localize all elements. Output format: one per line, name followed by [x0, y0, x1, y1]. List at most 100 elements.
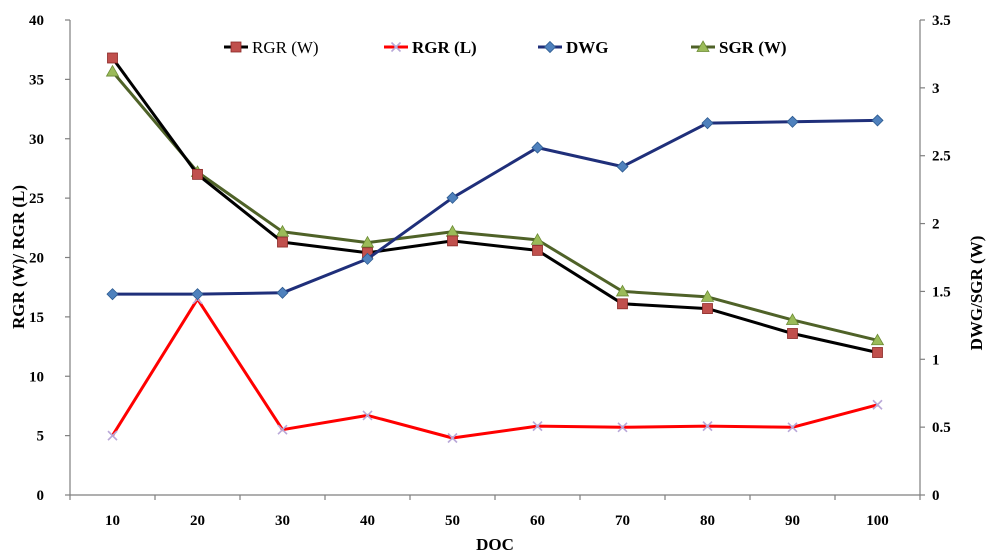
data-point-dwg — [871, 114, 884, 127]
series-sgr-w — [105, 64, 885, 346]
legend-label: DWG — [566, 38, 609, 57]
data-point-rgr-w — [277, 236, 288, 248]
marker-stroke — [277, 424, 288, 435]
legend-swatch-marker — [696, 40, 710, 52]
left-y-tick-label: 20 — [29, 251, 44, 267]
series-layer — [105, 52, 885, 444]
right-y-tick-label: 1.5 — [932, 284, 951, 300]
series-line-rgr-w — [111, 57, 878, 354]
data-point-rgr-w — [702, 303, 713, 314]
legend: RGR (W) RGR (L) DWG SGR (W) — [224, 38, 787, 57]
x-tick-label: 90 — [785, 513, 800, 529]
data-point-rgr-l — [447, 432, 458, 444]
marker-stroke — [362, 410, 373, 421]
data-point-dwg — [531, 141, 544, 154]
data-point-rgr-w — [532, 244, 543, 256]
left-y-tick-label: 40 — [29, 13, 44, 29]
data-point-sgr-w — [105, 64, 120, 77]
series-line-dwg — [112, 118, 878, 296]
legend-swatch-marker — [543, 40, 557, 54]
data-point-dwg — [701, 117, 714, 130]
data-point-dwg — [786, 115, 799, 128]
right-y-tick-label: 2 — [932, 217, 940, 233]
data-point-dwg — [446, 191, 459, 204]
marker-stroke — [872, 399, 883, 410]
left-y-axis-title: RGR (W)/ RGR (L) — [9, 185, 28, 329]
data-point-dwg — [106, 288, 119, 301]
left-y-tick-label: 35 — [29, 72, 44, 88]
data-point-rgr-l — [532, 421, 543, 432]
left-y-tick-label: 25 — [29, 191, 44, 207]
data-point-sgr-w — [530, 233, 545, 245]
data-point-rgr-l — [872, 399, 883, 410]
left-y-ticks: 0 5 10 15 20 25 30 35 40 — [29, 13, 70, 504]
x-tick-label: 30 — [275, 513, 290, 529]
left-y-tick-label: 5 — [37, 429, 45, 445]
series-rgr-w — [107, 52, 883, 358]
x-tick-label: 100 — [866, 513, 889, 529]
marker-stroke — [532, 421, 543, 432]
legend-label: RGR (L) — [412, 38, 477, 57]
x-tick-label: 70 — [615, 513, 630, 529]
right-y-tick-label: 2.5 — [932, 149, 951, 165]
right-y-axis-title: DWG/SGR (W) — [967, 236, 986, 351]
data-point-rgr-w — [617, 298, 628, 310]
data-point-dwg — [361, 252, 374, 265]
left-y-tick-label: 15 — [29, 310, 44, 326]
data-point-rgr-w — [447, 235, 458, 247]
legend-item-rgr-l: RGR (L) — [384, 38, 477, 57]
data-point-rgr-w — [787, 328, 798, 339]
axes — [69, 20, 921, 496]
marker-stroke — [390, 41, 402, 53]
data-point-rgr-w — [107, 52, 118, 64]
x-tick-label: 40 — [360, 513, 375, 529]
data-point-sgr-w — [615, 284, 630, 297]
data-point-rgr-l — [702, 421, 713, 432]
data-point-rgr-l — [617, 422, 628, 433]
data-point-sgr-w — [275, 224, 290, 237]
marker-stroke — [617, 422, 628, 433]
left-y-tick-label: 0 — [37, 488, 45, 504]
legend-swatch-marker — [230, 41, 242, 53]
legend-label: SGR (W) — [719, 38, 787, 57]
right-y-tick-label: 3.5 — [932, 13, 951, 29]
right-y-tick-label: 3 — [932, 81, 940, 97]
x-tick-label: 60 — [530, 513, 545, 529]
marker-stroke — [107, 430, 118, 441]
x-tick-label: 20 — [190, 513, 205, 529]
data-point-rgr-l — [277, 424, 288, 435]
marker-stroke — [787, 422, 798, 433]
x-axis-title: DOC — [476, 535, 514, 554]
data-point-dwg — [276, 286, 289, 299]
left-y-tick-label: 30 — [29, 132, 44, 148]
data-point-dwg — [616, 160, 629, 173]
legend-item-sgr-w: SGR (W) — [691, 38, 787, 57]
right-y-tick-label: 0 — [932, 488, 940, 504]
data-point-sgr-w — [700, 290, 715, 302]
data-point-sgr-w — [785, 313, 800, 325]
marker-stroke — [702, 421, 713, 432]
right-y-tick-label: 0.5 — [932, 420, 951, 436]
data-point-sgr-w — [870, 333, 885, 346]
marker-stroke — [447, 432, 458, 444]
data-point-sgr-w — [360, 235, 375, 248]
series-dwg — [106, 114, 884, 301]
legend-item-rgr-w: RGR (W) — [224, 38, 319, 57]
right-y-tick-label: 1 — [932, 352, 940, 368]
x-tick-label: 80 — [700, 513, 715, 529]
left-y-tick-label: 10 — [29, 369, 44, 385]
data-point-rgr-l — [362, 410, 373, 421]
legend-label: RGR (W) — [252, 38, 319, 57]
legend-item-dwg: DWG — [538, 38, 609, 57]
series-line-sgr-w — [111, 70, 878, 342]
data-point-rgr-w — [872, 347, 883, 358]
x-ticks: 10 20 30 40 50 60 70 80 90 100 — [69, 495, 921, 529]
x-tick-label: 50 — [445, 513, 460, 529]
data-point-rgr-l — [107, 430, 118, 441]
right-y-ticks: 0 0.5 1 1.5 2 2.5 3 3.5 — [920, 13, 951, 504]
data-point-dwg — [191, 288, 204, 301]
data-point-rgr-w — [192, 168, 203, 180]
data-point-rgr-l — [787, 422, 798, 433]
x-tick-label: 10 — [105, 513, 120, 529]
